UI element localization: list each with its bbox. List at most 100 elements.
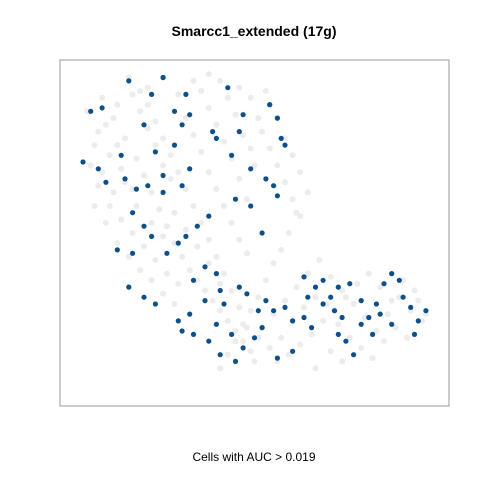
background-point: [247, 348, 254, 355]
background-point: [160, 135, 167, 142]
background-point: [400, 277, 407, 284]
highlighted-point: [301, 314, 307, 321]
background-point: [160, 162, 167, 169]
background-point: [236, 236, 243, 243]
highlighted-point: [210, 129, 216, 135]
highlighted-point: [389, 321, 395, 327]
background-point: [129, 230, 136, 236]
highlighted-point: [255, 308, 261, 314]
highlighted-point: [259, 325, 265, 331]
highlighted-point: [236, 284, 242, 290]
highlighted-point: [179, 183, 185, 189]
background-point: [152, 142, 159, 149]
highlighted-point: [358, 321, 364, 327]
background-point: [205, 71, 212, 78]
highlighted-point: [312, 284, 319, 290]
highlighted-point: [187, 166, 193, 172]
highlighted-point: [274, 355, 280, 361]
background-point: [346, 334, 353, 341]
highlighted-point: [171, 108, 178, 114]
background-point: [327, 273, 334, 280]
highlighted-point: [118, 152, 124, 158]
highlighted-point: [164, 250, 170, 256]
background-point: [217, 365, 224, 372]
background-point: [297, 341, 304, 348]
highlighted-point: [126, 284, 132, 290]
background-point: [240, 132, 247, 138]
highlighted-point: [366, 314, 372, 321]
background-point: [232, 338, 239, 345]
background-point: [175, 169, 182, 176]
background-point: [118, 165, 125, 172]
highlighted-point: [206, 213, 212, 219]
background-point: [202, 287, 208, 294]
highlighted-point: [351, 352, 357, 358]
highlighted-point: [133, 186, 139, 192]
background-point: [209, 297, 216, 304]
background-point: [327, 348, 334, 355]
background-point: [167, 175, 174, 182]
background-point: [262, 88, 269, 94]
background-point: [148, 189, 155, 196]
background-point: [282, 179, 288, 186]
background-point: [323, 301, 330, 307]
highlighted-point: [248, 203, 254, 209]
highlighted-point: [240, 345, 246, 351]
background-point: [293, 209, 300, 216]
highlighted-point: [80, 159, 86, 165]
background-point: [289, 196, 296, 203]
highlighted-point: [305, 294, 311, 300]
highlighted-point: [267, 102, 273, 108]
highlighted-point: [190, 277, 197, 283]
background-point: [144, 84, 151, 91]
background-point: [99, 94, 106, 101]
background-point: [293, 284, 300, 291]
highlighted-point: [389, 271, 395, 277]
highlighted-point: [152, 301, 158, 307]
highlighted-point: [141, 294, 147, 300]
background-point: [255, 115, 262, 122]
highlighted-point: [408, 304, 414, 310]
background-point: [301, 304, 307, 311]
highlighted-point: [331, 308, 338, 314]
highlighted-point: [145, 183, 151, 189]
background-point: [106, 152, 113, 159]
highlighted-point: [328, 294, 334, 300]
background-point: [236, 84, 243, 91]
background-point: [259, 128, 266, 135]
background-point: [152, 118, 159, 125]
background-point: [316, 257, 323, 263]
background-point: [171, 301, 178, 307]
background-point: [243, 324, 250, 331]
background-point: [217, 280, 224, 287]
background-point: [141, 172, 147, 179]
highlighted-point: [149, 91, 155, 97]
background-point: [137, 267, 144, 274]
background-point: [247, 307, 254, 314]
background-point: [266, 344, 273, 351]
highlighted-point: [217, 287, 223, 294]
background-point: [186, 267, 193, 274]
background-point: [377, 284, 384, 291]
highlighted-point: [339, 314, 345, 321]
highlighted-point: [274, 115, 280, 121]
highlighted-point: [130, 210, 136, 216]
background-point: [270, 260, 277, 267]
highlighted-point: [282, 304, 288, 310]
highlighted-point: [232, 196, 239, 202]
highlighted-point: [290, 348, 296, 354]
highlighted-point: [400, 294, 406, 300]
background-point: [106, 203, 113, 209]
highlighted-point: [244, 291, 250, 297]
highlighted-point: [202, 264, 208, 270]
highlighted-point: [320, 277, 326, 283]
highlighted-point: [271, 183, 277, 189]
background-point: [232, 328, 239, 334]
highlighted-point: [160, 74, 166, 81]
background-point: [205, 169, 212, 176]
background-point: [175, 280, 182, 287]
background-point: [198, 219, 205, 226]
highlighted-point: [103, 179, 109, 185]
background-point: [95, 128, 102, 135]
highlighted-point: [160, 172, 166, 179]
